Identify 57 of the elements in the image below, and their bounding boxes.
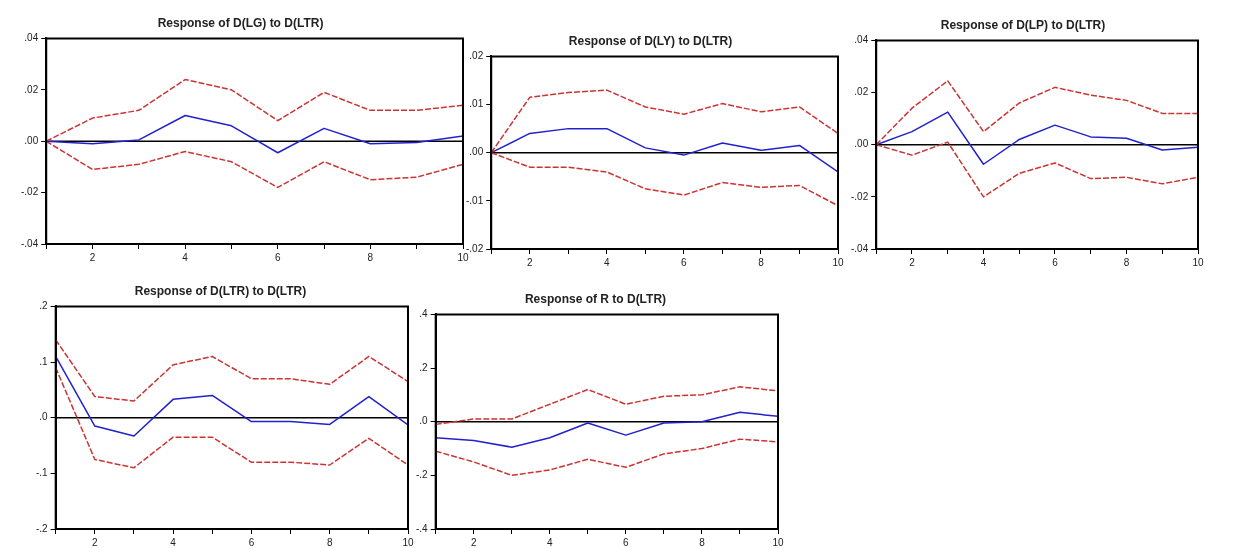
y-tick-label: .02 [854, 86, 869, 98]
y-tick-label: -.02 [21, 186, 39, 198]
x-tick-label: 4 [604, 256, 611, 268]
chart-title: Response of R to D(LTR) [524, 291, 667, 306]
y-tick-label: .1 [39, 355, 49, 367]
y-tick-label: .00 [24, 134, 39, 146]
y-tick-label: .0 [39, 411, 49, 423]
y-tick-label: -.1 [36, 467, 49, 479]
line-series [435, 438, 778, 477]
x-tick-label: 8 [699, 536, 706, 548]
x-tick-label: 8 [758, 256, 765, 268]
y-tick-label: -.04 [851, 242, 869, 254]
y-tick-label: -.2 [416, 469, 429, 481]
x-tick-label: 8 [367, 251, 374, 263]
x-tick-label: 2 [909, 256, 916, 268]
chart-title: Response of D(LY) to D(LTR) [568, 33, 733, 48]
x-tick-label: 4 [170, 536, 177, 548]
y-tick-label: .04 [854, 34, 869, 46]
y-tick-label: .2 [419, 361, 429, 373]
chart-title: Response of D(LG) to D(LTR) [157, 15, 324, 30]
x-tick-label: 10 [457, 251, 469, 263]
x-tick-label: 10 [1192, 256, 1204, 268]
y-tick-label: -.01 [466, 194, 484, 206]
x-tick-label: 2 [92, 536, 99, 548]
y-tick-label: -.02 [851, 190, 869, 202]
y-tick-label: .02 [24, 83, 39, 95]
x-tick-label: 10 [772, 536, 784, 548]
x-tick-label: 6 [274, 251, 281, 263]
y-tick-label: .4 [419, 308, 429, 320]
x-tick-label: 6 [1052, 256, 1059, 268]
y-tick-label: .01 [469, 98, 484, 110]
y-tick-label: .02 [469, 50, 484, 62]
y-tick-label: -.02 [466, 242, 484, 254]
chart-title: Response of D(LTR) to D(LTR) [134, 283, 307, 298]
x-tick-label: 4 [547, 536, 553, 548]
x-tick-label: 4 [182, 251, 189, 263]
line-series [55, 339, 408, 402]
x-tick-label: 6 [623, 536, 630, 548]
x-tick-label: 8 [1123, 256, 1130, 268]
x-tick-label: 6 [681, 256, 688, 268]
x-tick-label: 2 [89, 251, 96, 263]
y-tick-label: -.2 [36, 522, 49, 534]
y-tick-label: .0 [419, 415, 429, 427]
x-tick-label: 2 [526, 256, 533, 268]
x-tick-label: 2 [470, 536, 477, 548]
x-tick-label: 4 [980, 256, 987, 268]
y-tick-label: .00 [854, 138, 869, 150]
y-tick-label: .2 [39, 300, 49, 312]
y-tick-label: -.04 [21, 237, 39, 249]
x-tick-label: 6 [248, 536, 255, 548]
x-tick-label: 10 [402, 536, 414, 548]
chart-title: Response of D(LP) to D(LTR) [940, 17, 1106, 32]
y-tick-label: .00 [469, 146, 484, 158]
y-tick-label: -.4 [416, 522, 429, 534]
x-tick-label: 8 [326, 536, 333, 548]
x-tick-label: 10 [832, 256, 844, 268]
y-tick-label: .04 [24, 32, 39, 44]
